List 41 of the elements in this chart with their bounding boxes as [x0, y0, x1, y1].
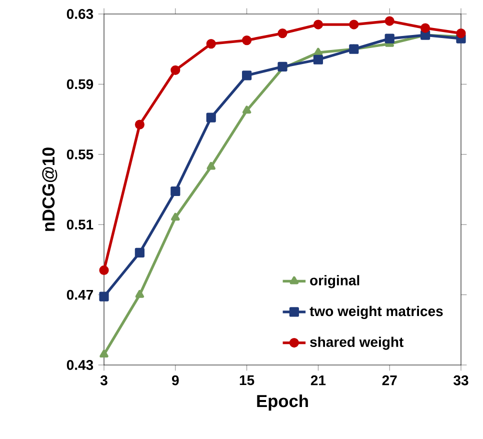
x-tick-label: 21 [310, 375, 326, 386]
point [420, 23, 430, 33]
point [171, 212, 180, 221]
point [206, 112, 216, 122]
point [100, 350, 108, 358]
point [206, 162, 216, 170]
point [206, 39, 216, 49]
point [242, 70, 252, 80]
point [278, 28, 288, 38]
point [313, 54, 323, 64]
point [134, 120, 144, 130]
point [242, 36, 252, 46]
y-tick-label: 0.55 [66, 149, 94, 160]
point [456, 28, 466, 38]
point [99, 292, 109, 302]
x-axis-title: Epoch [257, 394, 308, 411]
x-tick-label: 9 [172, 375, 179, 386]
point [242, 106, 252, 114]
point [170, 65, 180, 75]
point [384, 16, 394, 26]
point [384, 34, 394, 44]
x-tick-label: 15 [240, 375, 254, 386]
x-tick-label: 33 [454, 375, 468, 386]
y-tick-label: 0.63 [66, 9, 94, 19]
point [314, 48, 323, 56]
point [135, 290, 144, 298]
legend-label: two weight matrices [310, 306, 443, 320]
legend-label: original [310, 275, 360, 288]
y-tick-label: 0.51 [66, 220, 94, 230]
y-tick-label: 0.43 [66, 360, 94, 370]
legend-label: shared weight [310, 336, 404, 350]
point [99, 265, 109, 276]
x-tick-label: 27 [382, 375, 397, 386]
x-tick-label: 3 [100, 375, 108, 386]
point [170, 186, 180, 196]
point [134, 248, 144, 258]
y-axis-title: nDCG@10 [42, 148, 58, 231]
y-tick-label: 0.47 [66, 290, 93, 300]
y-tick-label: 0.59 [66, 79, 94, 90]
point [313, 20, 323, 30]
point [349, 20, 359, 30]
